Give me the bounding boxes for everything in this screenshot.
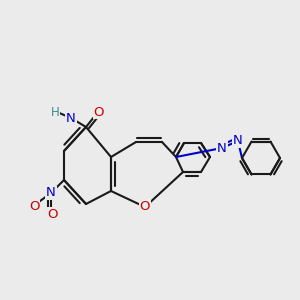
Text: O: O: [29, 200, 39, 212]
Text: O: O: [48, 208, 58, 220]
Text: O: O: [94, 106, 104, 118]
Text: O: O: [140, 200, 150, 214]
Text: N: N: [66, 112, 76, 124]
Text: N: N: [46, 187, 56, 200]
Text: N: N: [217, 142, 227, 154]
Text: H: H: [51, 106, 59, 118]
Text: N: N: [233, 134, 243, 148]
